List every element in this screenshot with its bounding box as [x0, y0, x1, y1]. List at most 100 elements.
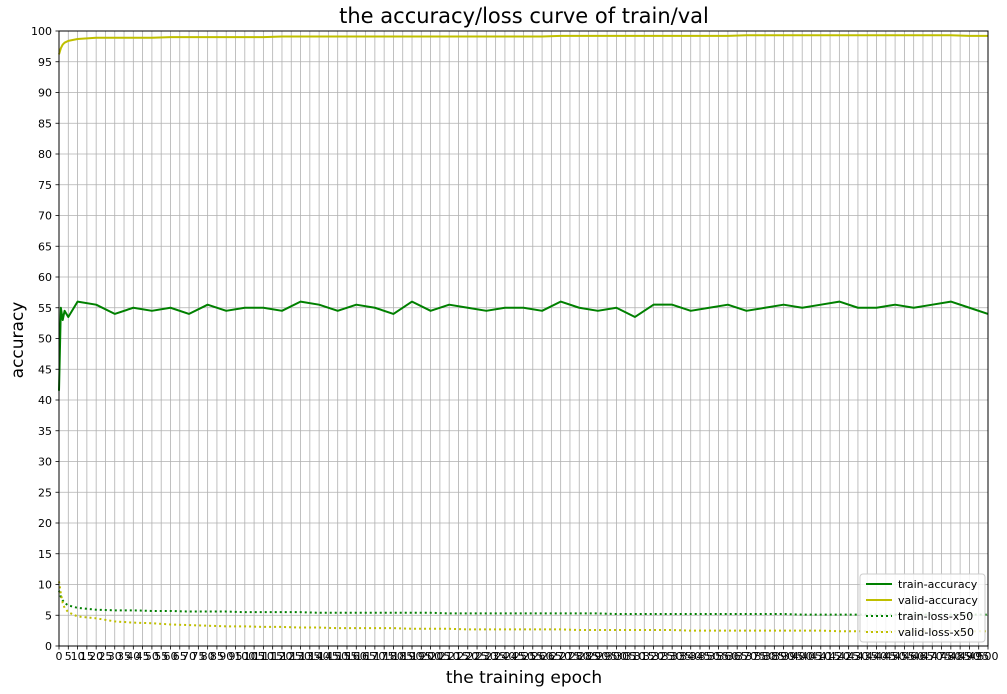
x-tick-label: 285: [578, 650, 599, 663]
legend: train-accuracy valid-accuracy train-loss-x…: [859, 573, 986, 643]
y-tick-label: 80: [38, 148, 52, 161]
x-tick-label: 115: [262, 650, 283, 663]
x-tick-label: 120: [271, 650, 292, 663]
x-tick-label: 460: [903, 650, 924, 663]
x-tick-label: 190: [402, 650, 423, 663]
x-axis-label: the training epoch: [446, 668, 602, 688]
x-tick-label: 330: [662, 650, 683, 663]
x-tick-label: 175: [374, 650, 395, 663]
x-tick-label: 305: [615, 650, 636, 663]
y-tick-label: 75: [38, 179, 52, 192]
x-tick-label: 445: [875, 650, 896, 663]
x-tick-label: 360: [717, 650, 738, 663]
x-tick-label: 250: [513, 650, 534, 663]
series-line-train-loss-x50: [58, 590, 988, 616]
x-tick-label: 5: [65, 650, 72, 663]
y-tick-label: 30: [38, 456, 52, 469]
x-tick-label: 290: [587, 650, 608, 663]
chart-title: the accuracy/loss curve of train/val: [339, 4, 709, 28]
x-tick-label: 345: [690, 650, 711, 663]
x-tick-label: 270: [550, 650, 571, 663]
x-tick-label: 80: [201, 650, 215, 663]
x-tick-label: 380: [755, 650, 776, 663]
x-tick-label: 15: [80, 650, 94, 663]
x-tick-label: 350: [699, 650, 720, 663]
y-tick-label: 20: [38, 517, 52, 530]
x-tick-label: 465: [912, 650, 933, 663]
x-tick-label: 20: [89, 650, 103, 663]
y-axis-ticks: 0 5 10 15 20 25 30 35 40 45 50 55 60 65 70 75 80 85 90 95 10…: [31, 25, 59, 653]
x-tick-label: 470: [922, 650, 943, 663]
x-tick-label: 230: [476, 650, 497, 663]
x-tick-label: 155: [336, 650, 357, 663]
y-tick-label: 25: [38, 486, 52, 499]
x-tick-label: 140: [309, 650, 330, 663]
x-tick-label: 185: [392, 650, 413, 663]
y-tick-label: 0: [45, 640, 52, 653]
x-tick-label: 420: [829, 650, 850, 663]
x-tick-label: 45: [136, 650, 150, 663]
x-tick-label: 450: [885, 650, 906, 663]
x-tick-label: 365: [727, 650, 748, 663]
legend-label: valid-loss-x50: [898, 626, 974, 639]
x-tick-label: 95: [229, 650, 243, 663]
x-tick-label: 355: [708, 650, 729, 663]
x-tick-label: 335: [671, 650, 692, 663]
y-tick-label: 50: [38, 333, 52, 346]
x-tick-label: 495: [968, 650, 989, 663]
x-tick-label: 160: [346, 650, 367, 663]
x-tick-label: 165: [355, 650, 376, 663]
x-tick-label: 40: [126, 650, 140, 663]
legend-box: [859, 573, 986, 643]
x-tick-label: 130: [290, 650, 311, 663]
y-tick-label: 85: [38, 117, 52, 130]
x-tick-label: 55: [154, 650, 168, 663]
x-tick-label: 340: [680, 650, 701, 663]
x-tick-label: 60: [163, 650, 177, 663]
y-tick-label: 100: [31, 25, 52, 38]
x-tick-label: 435: [857, 650, 878, 663]
x-tick-label: 370: [736, 650, 757, 663]
x-tick-label: 125: [281, 650, 302, 663]
series-line-valid-accuracy: [58, 34, 988, 55]
series-layer: [58, 34, 989, 633]
x-tick-label: 180: [383, 650, 404, 663]
x-tick-label: 150: [327, 650, 348, 663]
x-tick-label: 35: [117, 650, 131, 663]
x-tick-label: 225: [467, 650, 488, 663]
x-tick-label: 240: [494, 650, 515, 663]
x-tick-label: 325: [652, 650, 673, 663]
y-tick-label: 95: [38, 56, 52, 69]
x-tick-label: 220: [457, 650, 478, 663]
x-tick-label: 195: [411, 650, 432, 663]
x-axis-ticks: 0 510152025303540455055606570758085909510…: [56, 646, 999, 663]
x-tick-label: 30: [108, 650, 122, 663]
y-tick-label: 55: [38, 302, 52, 315]
legend-label: train-accuracy: [898, 578, 978, 591]
y-tick-label: 5: [45, 609, 52, 622]
x-tick-label: 265: [541, 650, 562, 663]
x-tick-label: 215: [448, 650, 469, 663]
legend-label: train-loss-x50: [898, 610, 973, 623]
x-tick-label: 145: [318, 650, 339, 663]
x-tick-label: 375: [745, 650, 766, 663]
x-tick-label: 500: [978, 650, 999, 663]
x-tick-label: 480: [940, 650, 961, 663]
y-tick-label: 70: [38, 210, 52, 223]
x-tick-label: 110: [253, 650, 274, 663]
x-tick-label: 475: [931, 650, 952, 663]
x-tick-label: 280: [569, 650, 590, 663]
series-line-valid-loss-x50: [58, 581, 988, 633]
x-tick-label: 485: [950, 650, 971, 663]
x-tick-label: 50: [145, 650, 159, 663]
x-tick-label: 210: [439, 650, 460, 663]
x-tick-label: 170: [364, 650, 385, 663]
y-tick-label: 65: [38, 240, 52, 253]
y-tick-label: 60: [38, 271, 52, 284]
x-tick-label: 410: [810, 650, 831, 663]
x-tick-label: 205: [429, 650, 450, 663]
x-tick-label: 260: [532, 650, 553, 663]
x-tick-label: 85: [210, 650, 224, 663]
x-tick-label: 430: [847, 650, 868, 663]
x-tick-label: 390: [773, 650, 794, 663]
